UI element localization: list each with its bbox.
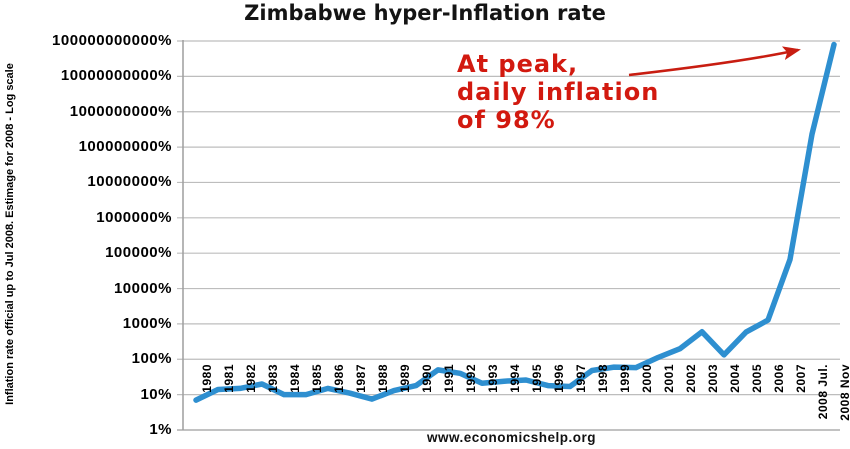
inflation-line <box>193 41 837 403</box>
annotation-line-3: of 98% <box>457 106 556 134</box>
x-tick-label: 2000 <box>639 364 654 393</box>
y-tick-label: 10000% <box>113 279 172 297</box>
chart-title: Zimbabwe hyper-Inflation rate <box>244 1 606 25</box>
x-tick-label: 1999 <box>617 364 632 393</box>
x-tick-label: 1982 <box>243 364 258 393</box>
x-tick-label: 2008 Nov <box>837 364 850 421</box>
x-tick-label: 1983 <box>265 364 280 393</box>
y-tick-label: 1000% <box>122 314 172 332</box>
x-tick-label: 1986 <box>331 364 346 393</box>
y-tick-label: 1000000000% <box>69 102 172 120</box>
x-tick-label: 1990 <box>419 364 434 393</box>
y-tick-label: 100000000000% <box>52 32 172 49</box>
x-tick-label: 1989 <box>397 364 412 393</box>
website-footer: www.economicshelp.org <box>426 430 597 445</box>
x-tick-label: 2005 <box>749 364 764 393</box>
x-tick-label: 2004 <box>727 364 742 393</box>
x-tick-label: 1991 <box>441 364 456 393</box>
y-tick-label: 10000000000% <box>60 67 172 85</box>
x-tick-label: 1987 <box>353 364 368 393</box>
y-tick-label: 100% <box>131 350 172 368</box>
x-tick-label: 1981 <box>221 364 236 393</box>
x-tick-label: 1995 <box>529 364 544 393</box>
x-tick-label: 1994 <box>507 364 522 393</box>
x-tick-label: 2002 <box>683 364 698 393</box>
x-tick-label: 2006 <box>771 364 786 393</box>
annotation-line-1: At peak, <box>457 50 579 78</box>
x-tick-label: 2007 <box>793 364 808 393</box>
x-tick-label: 1988 <box>375 364 390 393</box>
x-tick-label: 1993 <box>485 364 500 393</box>
x-tick-label: 1980 <box>199 364 214 393</box>
x-tick-label: 1998 <box>595 364 610 393</box>
y-tick-label: 100000% <box>105 244 172 262</box>
x-tick-label: 1997 <box>573 364 588 393</box>
x-tick-label: 2003 <box>705 364 720 393</box>
y-tick-label: 1000000% <box>96 208 172 226</box>
x-tick-label: 1984 <box>287 364 302 393</box>
x-tick-label: 2008 Jul. <box>815 364 830 420</box>
y-tick-label: 100000000% <box>78 138 172 156</box>
x-tick-label: 1985 <box>309 364 324 393</box>
x-tick-label: 1996 <box>551 364 566 393</box>
y-tick-label: 1% <box>149 421 172 438</box>
x-tick-label: 1992 <box>463 364 478 393</box>
gridlines <box>177 40 840 431</box>
peak-annotation: At peak, daily inflation of 98% <box>457 50 659 134</box>
annotation-arrow <box>628 46 801 77</box>
annotation-line-2: daily inflation <box>457 78 660 106</box>
y-tick-label: 10% <box>140 385 172 403</box>
y-tick-label: 10000000% <box>87 173 172 191</box>
x-tick-label: 2001 <box>661 364 676 393</box>
